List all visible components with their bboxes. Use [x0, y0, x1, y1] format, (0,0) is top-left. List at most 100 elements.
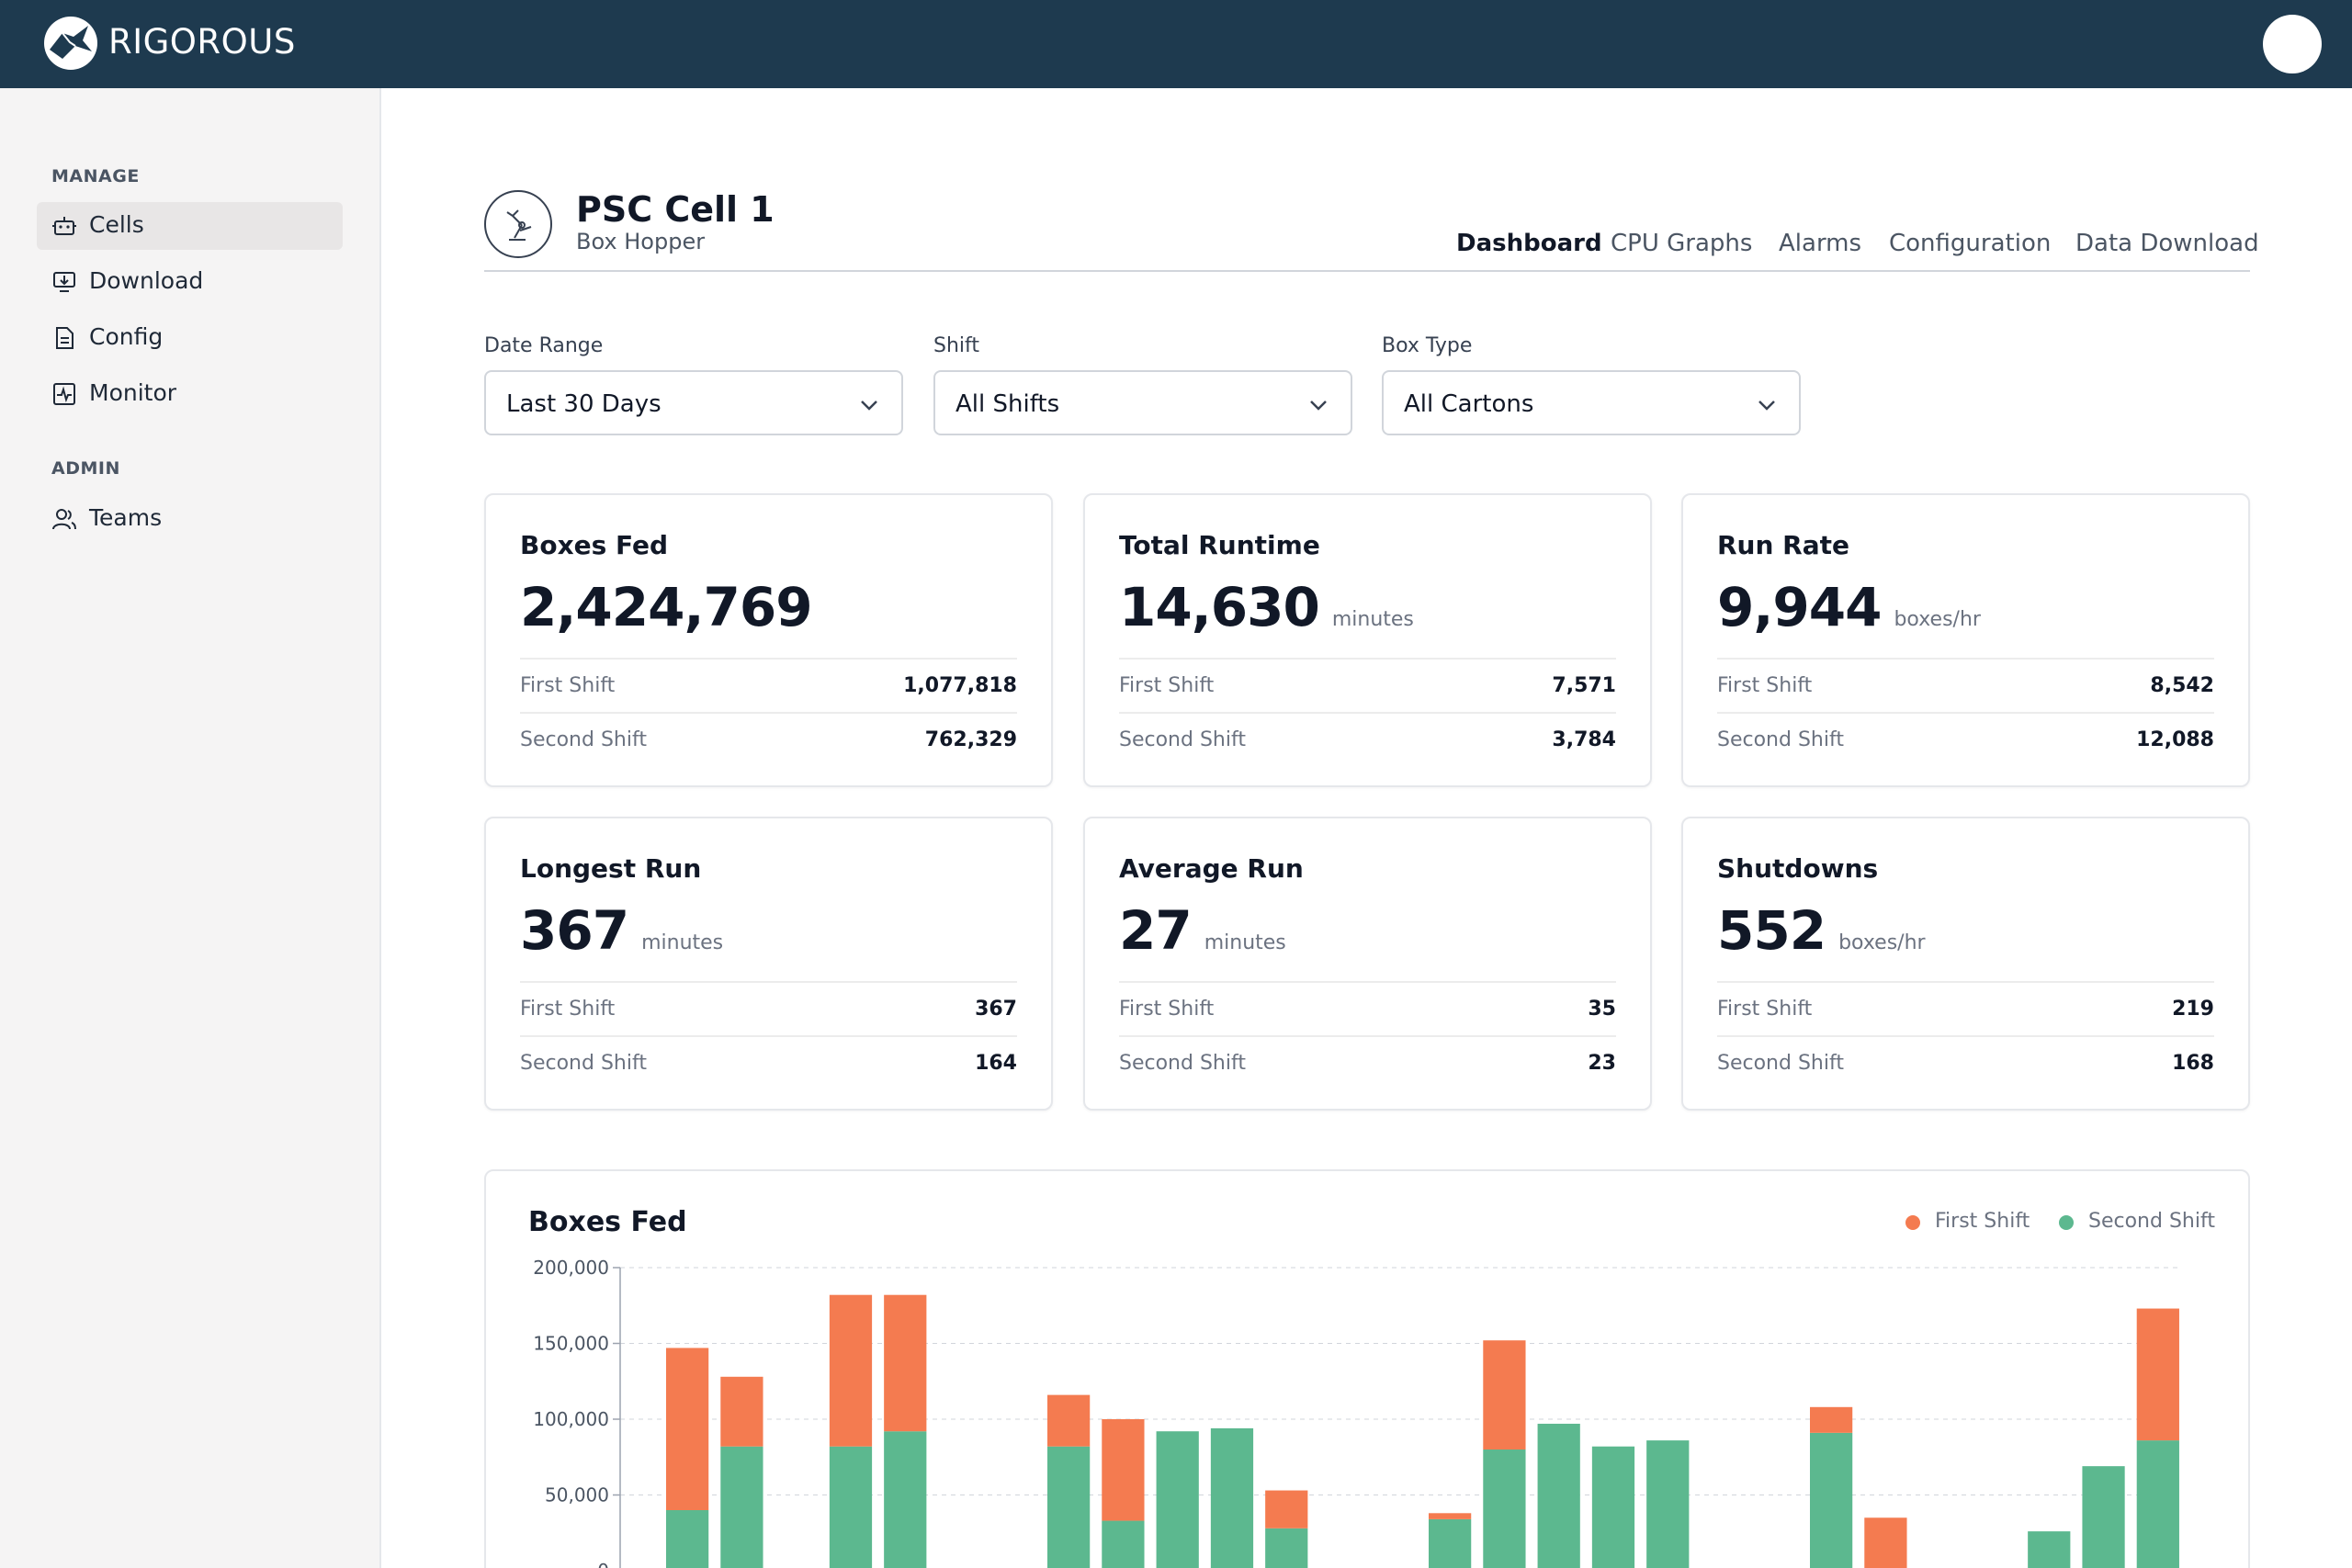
card-row: Second Shift 23 [1119, 1035, 1616, 1089]
page-subtitle: Box Hopper [576, 229, 706, 254]
pulse-icon [53, 383, 75, 405]
bar-first-shift[interactable] [1047, 1394, 1091, 1447]
bar-second-shift[interactable] [2028, 1531, 2071, 1568]
sidebar-section-admin: ADMIN [51, 458, 120, 479]
tabs-divider [484, 270, 2250, 272]
bar-second-shift[interactable] [666, 1510, 709, 1568]
card-row: Second Shift 164 [520, 1035, 1017, 1089]
tab-data-download[interactable]: Data Download [2075, 230, 2259, 257]
tab-cpu-graphs[interactable]: CPU Graphs [1611, 230, 1753, 257]
bar-second-shift[interactable] [1810, 1432, 1853, 1568]
card-title: Boxes Fed [520, 530, 669, 560]
bar-second-shift[interactable] [1156, 1431, 1199, 1568]
y-tick-label: 0 [597, 1560, 609, 1568]
card-row: Second Shift 12,088 [1717, 712, 2214, 766]
card-row: First Shift 367 [520, 981, 1017, 1035]
bar-first-shift[interactable] [884, 1294, 927, 1432]
shift-value: All Shifts [956, 390, 1060, 418]
bar-second-shift[interactable] [1210, 1427, 1254, 1568]
users-icon [52, 509, 76, 530]
tab-configuration[interactable]: Configuration [1889, 230, 2052, 257]
card-shutdowns: Shutdowns 552 boxes/hr First Shift 219 Sec… [1681, 817, 2250, 1111]
sidebar-item-download[interactable]: Download [37, 258, 343, 306]
bar-first-shift[interactable] [1265, 1490, 1308, 1529]
box-type-select[interactable]: All Cartons [1382, 370, 1801, 435]
bar-second-shift[interactable] [1537, 1423, 1580, 1568]
card-row: First Shift 1,077,818 [520, 658, 1017, 712]
card-average-run: Average Run 27 minutes First Shift 35 Seco… [1083, 817, 1652, 1111]
card-boxes-fed: Boxes Fed 2,424,769 First Shift 1,077,818… [484, 493, 1053, 787]
bar-second-shift[interactable] [884, 1431, 927, 1568]
sidebar-item-monitor[interactable]: Monitor [37, 370, 343, 418]
bar-first-shift[interactable] [2136, 1308, 2179, 1441]
sidebar [0, 88, 381, 1568]
bar-second-shift[interactable] [2136, 1440, 2179, 1568]
card-row: Second Shift 762,329 [520, 712, 1017, 766]
sidebar-item-label: Teams [89, 504, 163, 531]
top-bar: RIGOROUS [0, 0, 2352, 88]
card-row: Second Shift 3,784 [1119, 712, 1616, 766]
box-type-value: All Cartons [1404, 390, 1534, 418]
card-title: Shutdowns [1717, 853, 1879, 884]
bar-second-shift[interactable] [1047, 1446, 1091, 1568]
bar-second-shift[interactable] [1102, 1520, 1145, 1568]
sidebar-item-teams[interactable]: Teams [37, 495, 343, 543]
bar-second-shift[interactable] [1429, 1518, 1472, 1568]
card-row: Second Shift 168 [1717, 1035, 2214, 1089]
bar-first-shift[interactable] [1429, 1513, 1472, 1519]
shift-label: Shift [933, 334, 980, 357]
card-unit: minutes [641, 931, 724, 954]
cell-avatar [484, 190, 552, 258]
card-unit: boxes/hr [1894, 608, 1981, 631]
bar-first-shift[interactable] [1102, 1419, 1145, 1521]
user-avatar[interactable] [2263, 15, 2322, 73]
sidebar-item-cells[interactable]: Cells [37, 202, 343, 250]
bar-second-shift[interactable] [720, 1446, 763, 1568]
sidebar-item-label: Config [89, 323, 164, 350]
sidebar-item-label: Monitor [89, 379, 177, 406]
brand-name[interactable]: RIGOROUS [108, 22, 296, 62]
robot-icon [52, 217, 76, 235]
bar-first-shift[interactable] [829, 1294, 873, 1447]
card-unit: minutes [1331, 608, 1414, 631]
rigorous-logo-icon[interactable] [42, 15, 99, 72]
tab-dashboard[interactable]: Dashboard [1456, 230, 1602, 257]
bar-first-shift[interactable] [720, 1376, 763, 1447]
card-title: Total Runtime [1119, 530, 1320, 560]
bar-second-shift[interactable] [1646, 1440, 1690, 1568]
bar-second-shift[interactable] [1483, 1450, 1526, 1568]
card-value: 14,630 minutes [1119, 576, 1414, 638]
bar-second-shift[interactable] [829, 1446, 873, 1568]
bar-first-shift[interactable] [1810, 1406, 1853, 1433]
card-row: First Shift 8,542 [1717, 658, 2214, 712]
chevron-down-icon [861, 400, 877, 411]
bar-first-shift[interactable] [1864, 1517, 1907, 1568]
bar-first-shift[interactable] [666, 1348, 709, 1510]
y-tick-label: 150,000 [533, 1333, 609, 1355]
box-type-label: Box Type [1382, 334, 1473, 357]
card-total-runtime: Total Runtime 14,630 minutes First Shift 7… [1083, 493, 1652, 787]
sidebar-section-manage: MANAGE [51, 166, 140, 186]
sidebar-item-label: Download [89, 267, 204, 294]
bar-first-shift[interactable] [1483, 1340, 1526, 1450]
tab-alarms[interactable]: Alarms [1779, 230, 1862, 257]
page-title: PSC Cell 1 [576, 189, 775, 230]
legend-second-shift[interactable]: Second Shift [2088, 1210, 2215, 1233]
card-title: Run Rate [1717, 530, 1850, 560]
document-icon [56, 327, 74, 349]
sidebar-item-config[interactable]: Config [37, 314, 343, 362]
bar-second-shift[interactable] [2082, 1466, 2125, 1568]
monitor-download-icon [53, 272, 75, 292]
card-value: 367 minutes [520, 899, 724, 962]
legend-first-shift[interactable]: First Shift [1935, 1210, 2030, 1233]
card-title: Average Run [1119, 853, 1304, 884]
bar-second-shift[interactable] [1591, 1446, 1635, 1568]
card-row: First Shift 219 [1717, 981, 2214, 1035]
card-value: 2,424,769 [520, 576, 813, 638]
shift-select[interactable]: All Shifts [933, 370, 1352, 435]
date-range-value: Last 30 Days [506, 390, 662, 418]
date-range-select[interactable]: Last 30 Days [484, 370, 903, 435]
bar-second-shift[interactable] [1265, 1528, 1308, 1568]
card-row: First Shift 35 [1119, 981, 1616, 1035]
robot-arm-icon [506, 209, 532, 241]
